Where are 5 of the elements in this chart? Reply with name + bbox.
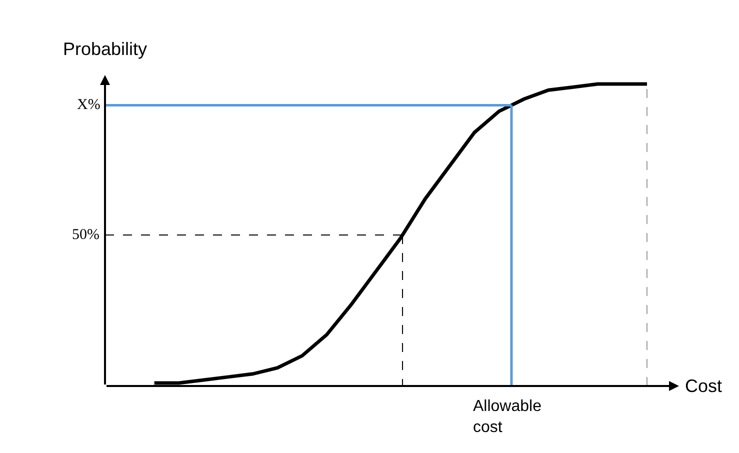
text: Allowable cost [473, 398, 542, 436]
ref-line-label: 50% [72, 227, 100, 243]
y-axis-title: Probability [63, 39, 148, 59]
x-axis-title: Cost [685, 376, 722, 396]
ref-line-label: X% [77, 97, 100, 113]
